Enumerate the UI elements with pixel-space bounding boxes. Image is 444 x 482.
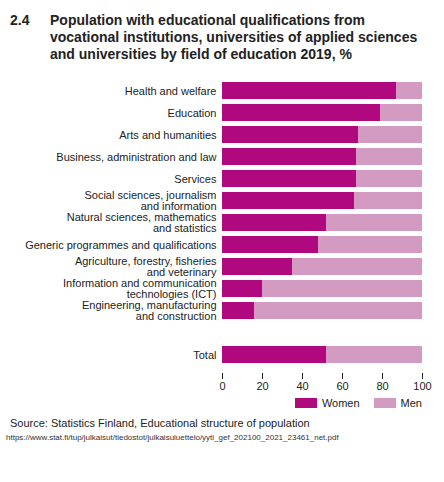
svg-text:Social sciences, journalismand: Social sciences, journalismand informati… (84, 189, 216, 212)
svg-text:Business, administration and l: Business, administration and law (56, 151, 216, 163)
html-text:Women: Women (321, 397, 360, 409)
svg-text:Health and welfare: Health and welfare (125, 85, 217, 97)
svg-text:100: 100 (413, 380, 431, 392)
html-text:https://www.stat.fi/tup/julkai: https://www.stat.fi/tup/julkaisut/tiedos… (6, 433, 339, 442)
svg-text:Services: Services (174, 173, 217, 185)
svg-text:80: 80 (376, 380, 388, 392)
svg-text:Information and communicationt: Information and communicationtechnologie… (63, 277, 216, 300)
svg-text:20: 20 (256, 380, 268, 392)
svg-text:Engineering, manufacturingand: Engineering, manufacturingand constructi… (82, 299, 217, 322)
svg-text:Education: Education (168, 107, 217, 119)
svg-text:40: 40 (296, 380, 308, 392)
html-text:Men: Men (400, 397, 422, 409)
svg-text:60: 60 (336, 380, 348, 392)
svg-text:Total: Total (193, 349, 216, 361)
html-text:Population with educational qu: Population with educational qualificatio… (50, 12, 418, 62)
html-text:Source: Statistics Finland, Ed: Source: Statistics Finland, Educational … (10, 417, 310, 429)
svg-text:0: 0 (219, 380, 225, 392)
svg-text:Agriculture, forestry, fisheri: Agriculture, forestry, fisheriesand vete… (75, 255, 217, 278)
html-text:2.4: 2.4 (10, 12, 30, 28)
svg-text:Arts and humanities: Arts and humanities (119, 129, 217, 141)
svg-text:Natural sciences, mathematicsa: Natural sciences, mathematicsand statist… (67, 211, 217, 234)
svg-text:Generic programmes and qualifi: Generic programmes and qualifications (25, 239, 217, 251)
